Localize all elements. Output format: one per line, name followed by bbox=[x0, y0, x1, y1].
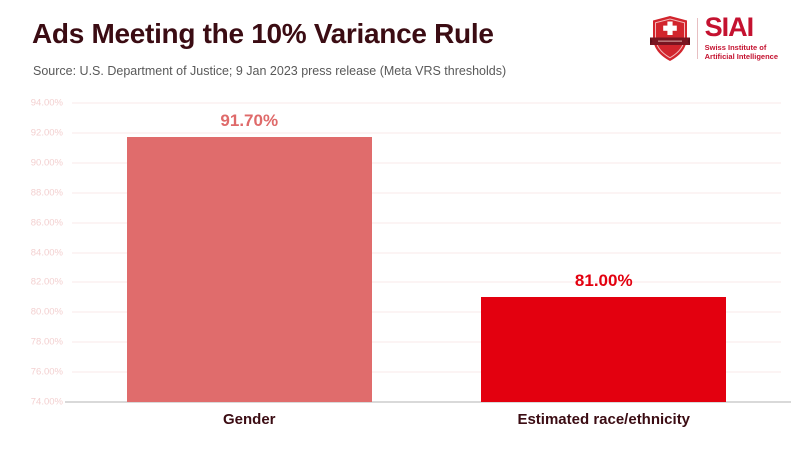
gridline bbox=[72, 162, 781, 164]
y-axis: 74.00% 76.00% 78.00% 80.00% 82.00% 84.00% 86.0… bbox=[0, 98, 63, 408]
logo-subtitle-line1: Swiss Institute of bbox=[704, 42, 767, 52]
y-tick-label: 74.00% bbox=[30, 396, 63, 408]
bar-value-label: 81.00% bbox=[574, 271, 633, 291]
logo-acronym: SIAI bbox=[704, 12, 755, 43]
logo-subtitle-line2: Artificial Intelligence bbox=[704, 52, 778, 62]
x-axis-line bbox=[65, 401, 791, 403]
bar-estimated-race-ethnicity bbox=[481, 297, 727, 402]
y-tick-label: 82.00% bbox=[30, 276, 63, 288]
y-tick-label: 80.00% bbox=[30, 306, 63, 318]
y-tick-label: 94.00% bbox=[30, 97, 63, 109]
category-label: Estimated race/ethnicity bbox=[517, 411, 691, 428]
y-tick-label: 84.00% bbox=[30, 247, 63, 258]
x-axis-labels: Gender Estimated race/ethnicity bbox=[72, 411, 781, 433]
y-tick-label: 92.00% bbox=[30, 127, 63, 139]
gridline bbox=[72, 341, 781, 343]
plot-area: 91.70% 81.00% bbox=[65, 102, 791, 403]
y-tick-label: 78.00% bbox=[30, 336, 63, 348]
gridline bbox=[72, 371, 781, 373]
gridline bbox=[72, 102, 781, 104]
shield-cross-icon bbox=[649, 16, 690, 61]
gridline bbox=[72, 192, 781, 194]
y-tick-label: 86.00% bbox=[30, 217, 63, 229]
category-label: Gender bbox=[222, 411, 276, 428]
y-tick-label: 90.00% bbox=[30, 157, 63, 169]
y-tick-label: 76.00% bbox=[30, 366, 63, 378]
siai-logo: SIAI Swiss Institute of Artificial Intel… bbox=[649, 12, 778, 62]
source-caption: Source: U.S. Department of Justice; 9 Ja… bbox=[33, 64, 507, 78]
gridline bbox=[72, 132, 781, 134]
y-tick-label: 88.00% bbox=[30, 187, 63, 199]
gridline bbox=[72, 281, 781, 283]
gridline bbox=[72, 252, 781, 253]
bar-gender bbox=[126, 137, 372, 402]
gridline bbox=[72, 222, 781, 224]
page-title: Ads Meeting the 10% Variance Rule bbox=[32, 18, 494, 49]
gridline bbox=[72, 311, 781, 313]
logo-divider bbox=[696, 18, 698, 59]
bar-value-label: 91.70% bbox=[220, 111, 279, 131]
